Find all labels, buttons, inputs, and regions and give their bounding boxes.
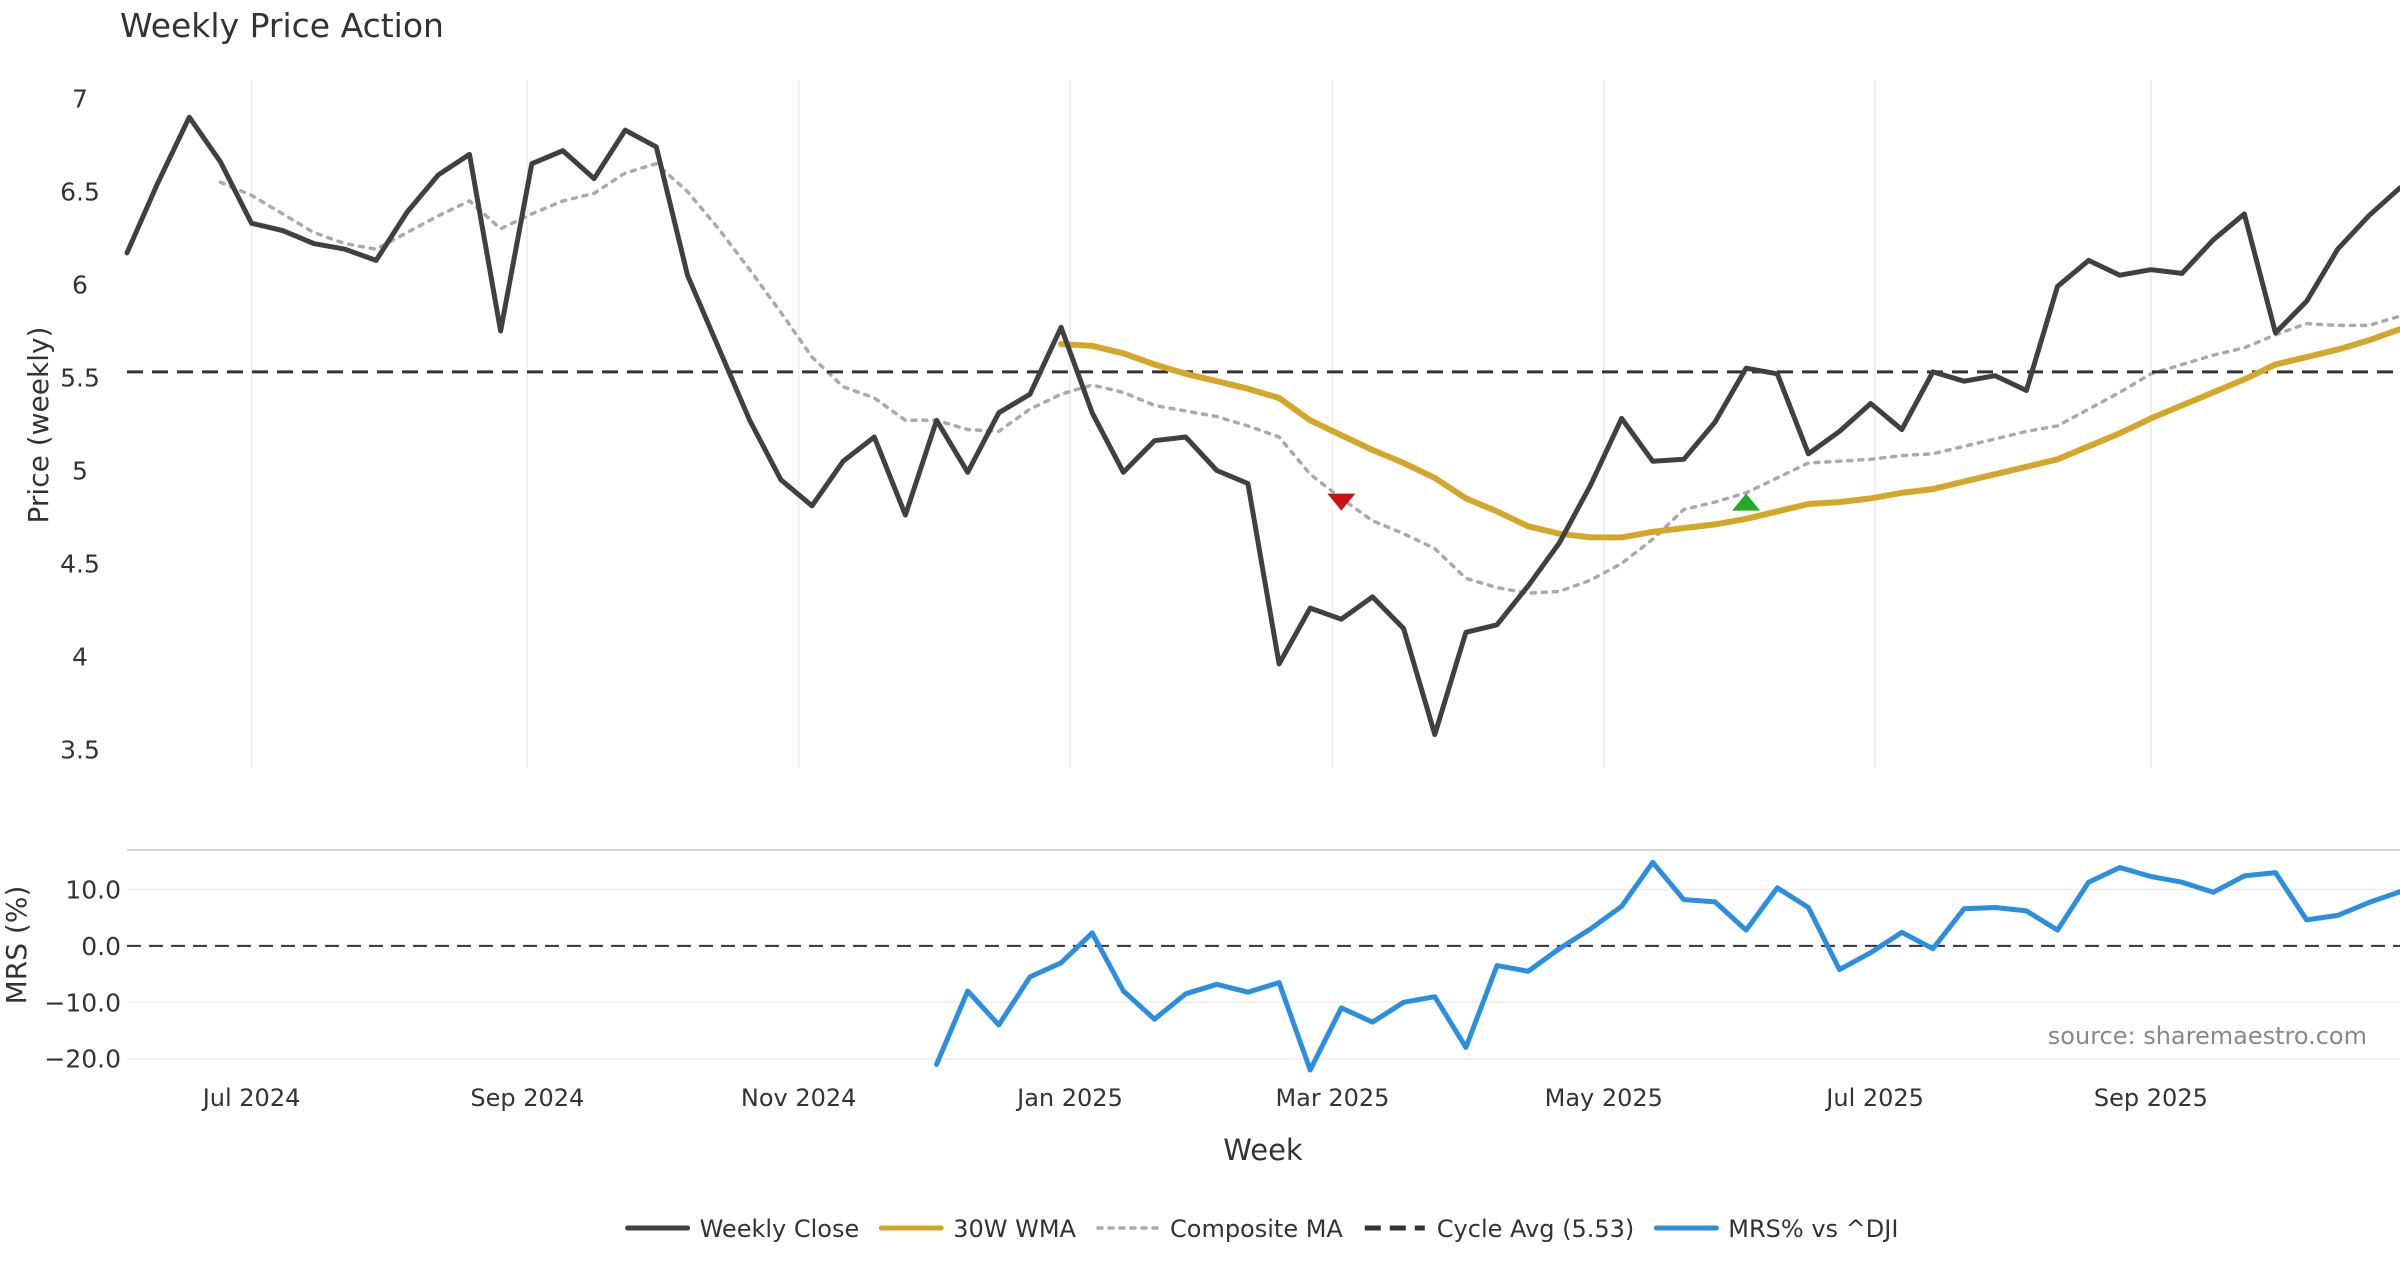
- mrs-y-ticks: 10.0 0.0 −10.0 −20.0: [44, 875, 121, 1073]
- legend-label: Cycle Avg (5.53): [1437, 1215, 1634, 1243]
- legend-label: MRS% vs ^DJI: [1728, 1215, 1898, 1243]
- x-tick-label: Mar 2025: [1275, 1084, 1389, 1112]
- price-y-tick-label: 5: [72, 456, 88, 485]
- legend-entry: Cycle Avg (5.53): [1364, 1215, 1634, 1243]
- x-tick-label: Jul 2025: [1824, 1084, 1924, 1112]
- price-series: [124, 114, 2400, 737]
- mrs-y-tick-label: 10.0: [65, 875, 121, 904]
- mrs-grid: [127, 849, 2400, 1060]
- buy-signal-marker: [1732, 493, 1761, 511]
- price-y-tick-label: 5.5: [60, 364, 100, 393]
- price-y-axis-label: Price (weekly): [22, 327, 55, 524]
- mrs-y-tick-label: 0.0: [81, 932, 121, 961]
- x-tick-label: Sep 2024: [470, 1084, 584, 1112]
- price-y-tick-label: 6: [72, 271, 88, 300]
- price-y-ticks: 3.5 4 4.5 5 5.5 6 6.5 7: [60, 85, 100, 765]
- source-note: source: sharemaestro.com: [2048, 1022, 2367, 1050]
- legend-label: Composite MA: [1170, 1215, 1343, 1243]
- legend-entry: Weekly Close: [625, 1215, 860, 1243]
- x-axis-label: Week: [1223, 1133, 1303, 1167]
- legend-entry: Composite MA: [1096, 1215, 1343, 1243]
- price-y-tick-label: 4.5: [60, 549, 100, 578]
- price-y-tick-label: 6.5: [60, 178, 100, 207]
- x-tick-label: Jan 2025: [1015, 1084, 1123, 1112]
- x-tick-label: Nov 2024: [741, 1084, 857, 1112]
- sell-signal-marker: [1327, 493, 1356, 511]
- mrs-series: [934, 859, 2400, 1073]
- signal-markers: [1327, 493, 1761, 511]
- legend-entry: MRS% vs ^DJI: [1653, 1215, 1898, 1243]
- price-y-tick-label: 7: [72, 85, 88, 114]
- price-y-tick-label: 3.5: [60, 735, 100, 764]
- price-grid: [250, 80, 2152, 768]
- x-tick-label: May 2025: [1545, 1084, 1663, 1112]
- legend: Weekly Close 30W WMA Composite MA Cycle Avg…: [625, 1215, 1898, 1243]
- x-ticks: Jul 2024 Sep 2024 Nov 2024 Jan 2025 Mar 2025…: [201, 1084, 2208, 1112]
- mrs-y-tick-label: −20.0: [44, 1045, 121, 1074]
- mrs-y-axis-label: MRS (%): [0, 886, 33, 1005]
- series-weekly-close-line: [124, 114, 2400, 737]
- series-mrs-line: [934, 859, 2400, 1073]
- legend-label: 30W WMA: [953, 1215, 1076, 1243]
- x-tick-label: Sep 2025: [2094, 1084, 2208, 1112]
- series-composite-ma-line: [218, 161, 2400, 595]
- series-30w-wma-line: [1058, 326, 2400, 541]
- mrs-y-tick-label: −10.0: [44, 988, 121, 1017]
- legend-label: Weekly Close: [700, 1215, 860, 1243]
- x-tick-label: Jul 2024: [201, 1084, 301, 1112]
- chart-title: Weekly Price Action: [120, 6, 444, 45]
- legend-entry: 30W WMA: [878, 1215, 1077, 1243]
- price-y-tick-label: 4: [72, 642, 88, 671]
